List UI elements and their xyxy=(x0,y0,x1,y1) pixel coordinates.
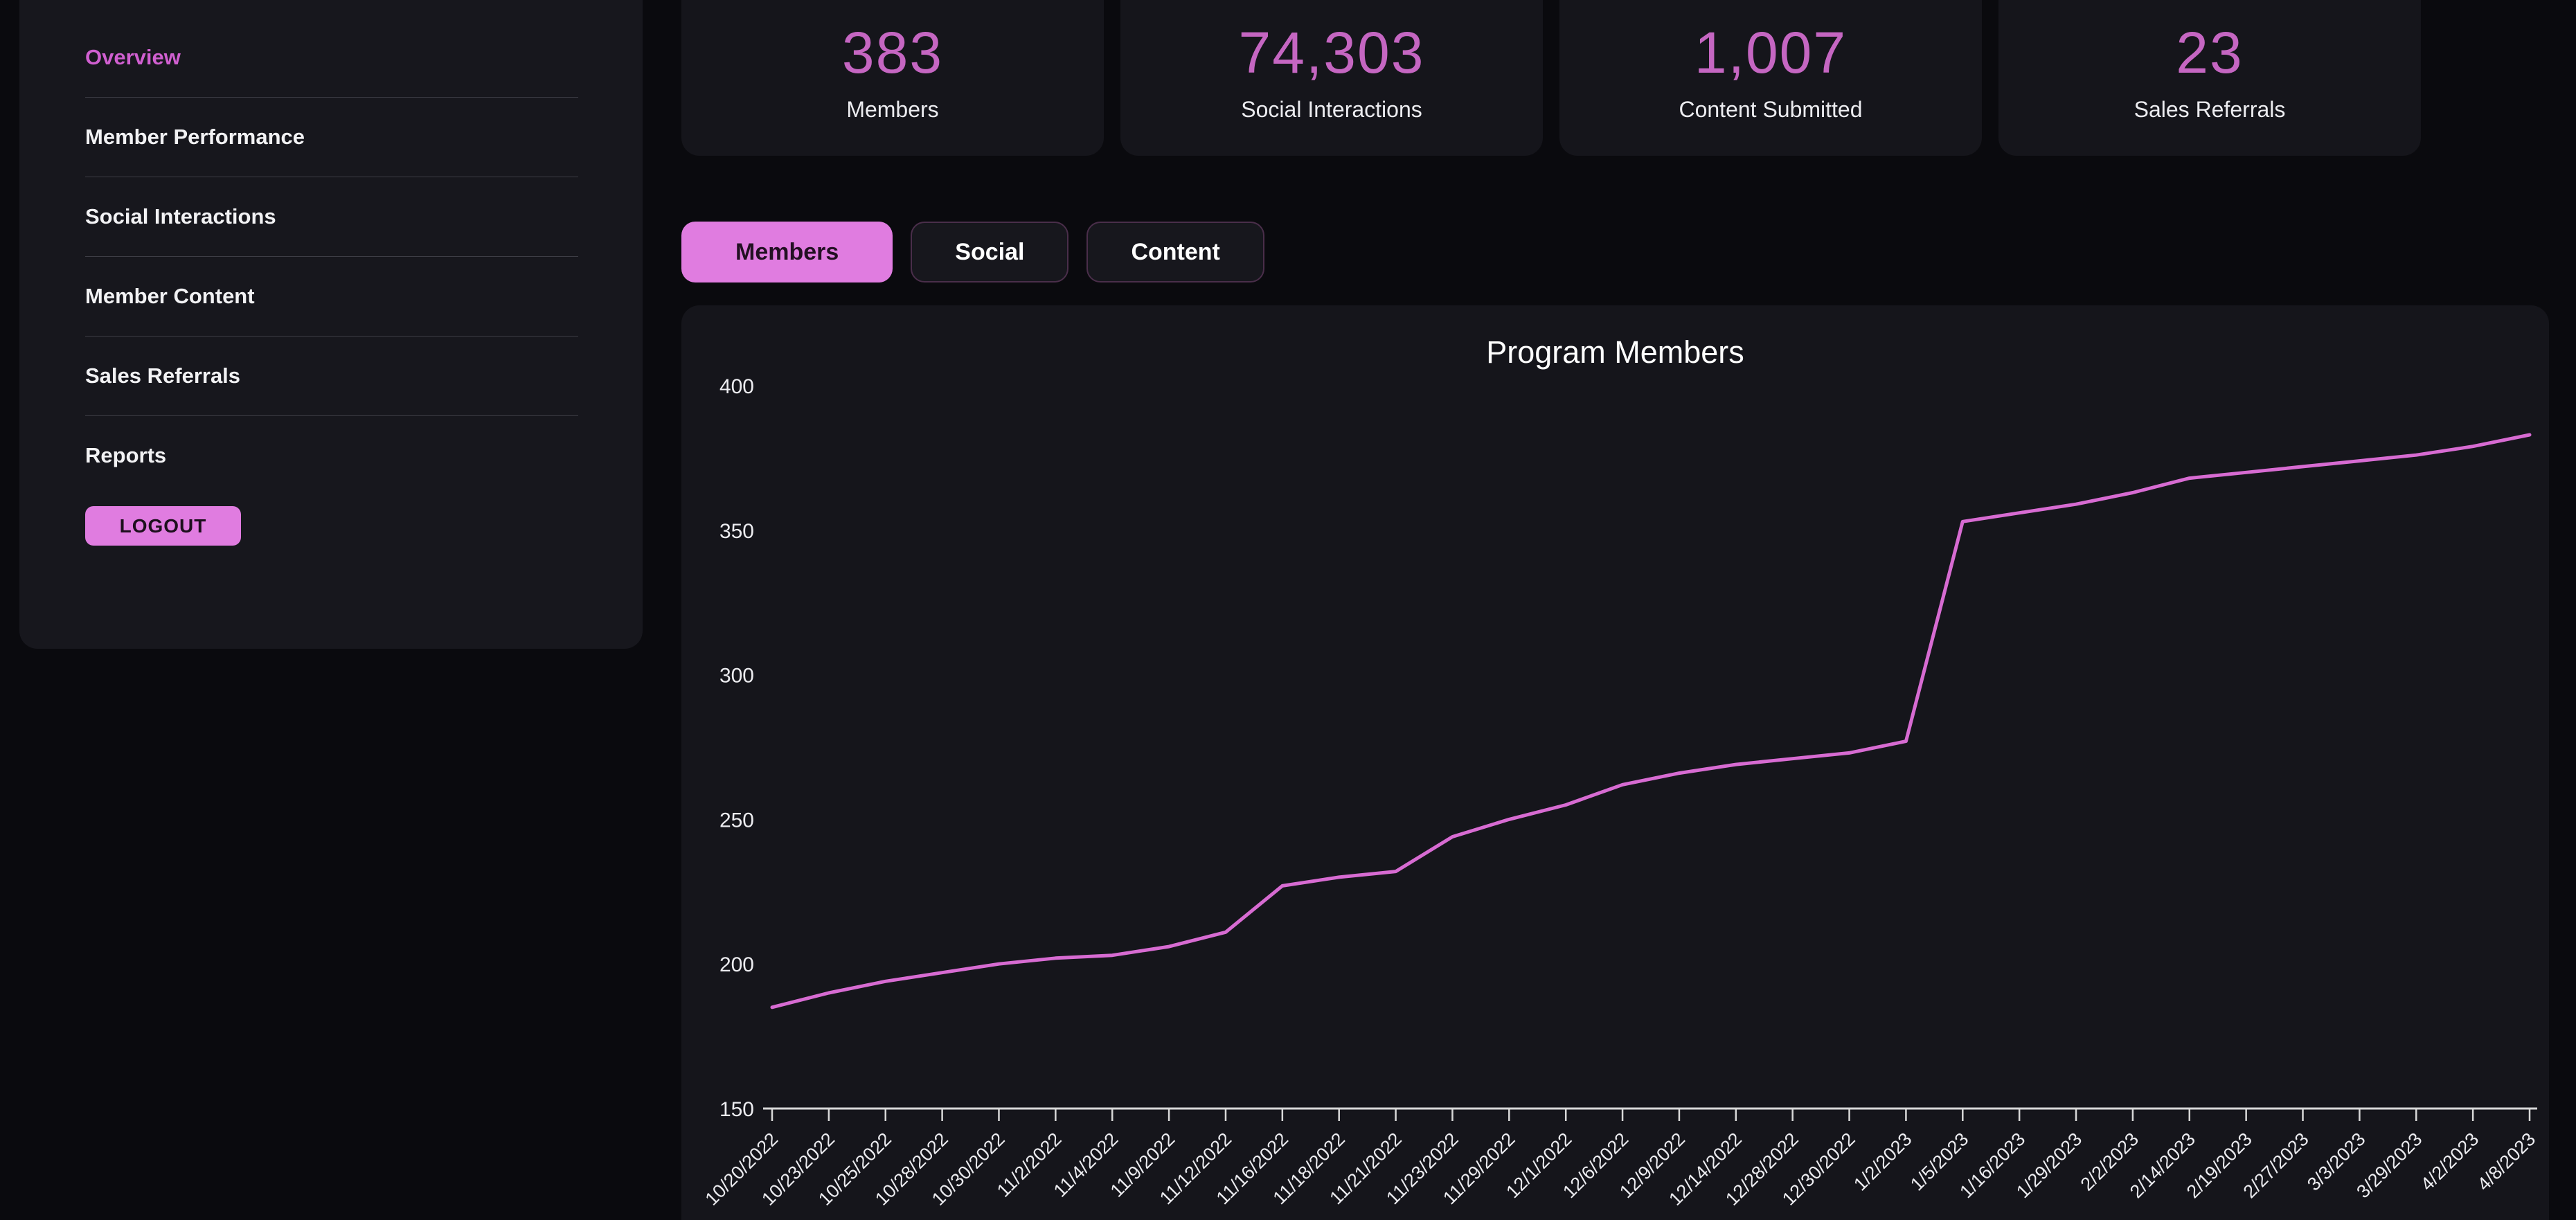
y-tick-label: 250 xyxy=(719,809,754,832)
sidebar-item-label: Social Interactions xyxy=(85,204,276,228)
sidebar-item-label: Sales Referrals xyxy=(85,364,241,388)
sidebar-item-member-content[interactable]: Member Content xyxy=(19,257,643,336)
sidebar: Overview Member Performance Social Inter… xyxy=(19,0,643,649)
stat-value: 74,303 xyxy=(1238,20,1425,85)
stat-label: Content Submitted xyxy=(1679,97,1863,122)
stat-label: Sales Referrals xyxy=(2134,97,2286,122)
stat-label: Social Interactions xyxy=(1241,97,1422,122)
divider xyxy=(85,256,578,257)
x-tick-label: 1/2/2023 xyxy=(1850,1129,1916,1195)
divider xyxy=(85,97,578,98)
sidebar-nav: Overview Member Performance Social Inter… xyxy=(19,18,643,546)
chart-card: Program Members 150 200 250 300 350 400 10/20/… xyxy=(681,305,2549,1220)
stat-label: Members xyxy=(846,97,939,122)
stat-card-content-submitted: 1,007 Content Submitted xyxy=(1559,0,1982,156)
sidebar-item-label: Overview xyxy=(85,45,181,69)
logout-button[interactable]: LOGOUT xyxy=(85,506,241,546)
stat-card-social-interactions: 74,303 Social Interactions xyxy=(1120,0,1543,156)
y-tick-label: 350 xyxy=(719,520,754,543)
y-tick-label: 150 xyxy=(719,1098,754,1121)
stat-value: 1,007 xyxy=(1694,20,1848,85)
stat-value: 23 xyxy=(2176,20,2244,85)
sidebar-item-sales-referrals[interactable]: Sales Referrals xyxy=(19,337,643,415)
divider xyxy=(85,336,578,337)
sidebar-item-label: Member Performance xyxy=(85,125,305,149)
sidebar-item-reports[interactable]: Reports xyxy=(19,416,643,495)
y-tick-label: 200 xyxy=(719,953,754,976)
x-tick-label: 4/2/2023 xyxy=(2417,1129,2483,1195)
chart-title: Program Members xyxy=(1486,334,1744,370)
tab-social[interactable]: Social xyxy=(911,222,1069,282)
y-tick-label: 300 xyxy=(719,665,754,688)
sidebar-item-overview[interactable]: Overview xyxy=(19,18,643,97)
tab-members[interactable]: Members xyxy=(681,222,893,282)
tab-content[interactable]: Content xyxy=(1086,222,1264,282)
x-tick-label: 4/8/2023 xyxy=(2474,1129,2540,1195)
series-line-members xyxy=(770,433,2532,1010)
divider xyxy=(85,415,578,416)
sidebar-item-social-interactions[interactable]: Social Interactions xyxy=(19,177,643,256)
sidebar-item-label: Member Content xyxy=(85,284,255,308)
stat-value: 383 xyxy=(841,20,944,85)
members-line-chart: 15020025030035040010/20/202210/23/202210… xyxy=(701,375,2540,1210)
stats-row: 383 Members 74,303 Social Interactions 1… xyxy=(681,0,2421,156)
sidebar-item-label: Reports xyxy=(85,443,167,467)
chart-tabs: Members Social Content xyxy=(681,222,1264,282)
y-tick-label: 400 xyxy=(719,375,754,398)
stat-card-sales-referrals: 23 Sales Referrals xyxy=(1998,0,2421,156)
sidebar-item-member-performance[interactable]: Member Performance xyxy=(19,98,643,177)
stat-card-members: 383 Members xyxy=(681,0,1104,156)
